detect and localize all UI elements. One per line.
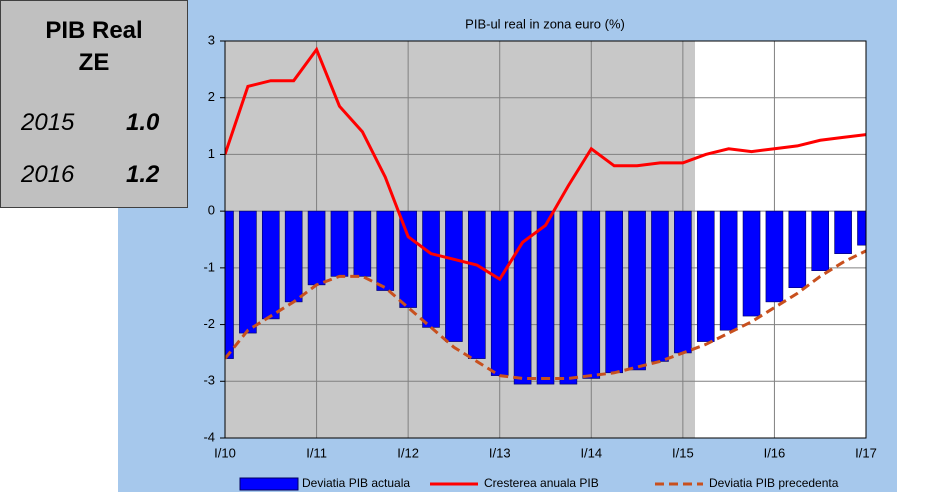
y-tick-label: -3 [203,373,215,388]
bar [857,210,866,246]
bar [225,210,234,359]
bar [490,210,509,376]
x-tick-label: I/15 [672,445,694,460]
y-tick-label: -2 [203,316,215,331]
legend-label: Cresterea anuala PIB [484,476,599,490]
bar [445,210,463,342]
x-tick-label: I/11 [306,445,327,460]
bar [765,210,784,303]
y-tick-label: 2 [208,89,215,104]
chart-title: PIB-ul real in zona euro (%) [465,16,625,31]
y-tick-label: 1 [208,146,215,161]
bar [536,210,555,385]
summary-value: 1.0 [126,109,160,136]
bar [719,210,738,331]
bar [376,210,395,291]
x-tick-label: I/12 [397,445,419,460]
bar [513,210,532,385]
bar [307,210,326,286]
bar [582,210,601,379]
bar [468,210,486,359]
summary-year: 2016 [21,161,75,188]
x-tick-label: I/16 [764,445,786,460]
y-tick-label: -4 [203,429,215,444]
line [225,249,866,380]
bar [674,210,692,354]
summary-title: ZE [78,49,110,76]
summary-value: 1.2 [126,161,160,188]
summary-box: PIB Real ZE 2015 1.0 2016 1.2 [0,0,188,208]
x-tick-label: I/17 [855,445,877,460]
summary-year: 2015 [21,109,75,136]
bar [628,210,646,371]
bar [353,210,372,277]
plot-frame [224,40,867,439]
bar [651,210,669,362]
y-tick-label: 0 [208,203,215,218]
legend-swatch [239,477,299,491]
bar [399,210,417,308]
x-tick-label: I/14 [580,445,602,460]
bar [422,210,440,328]
bar [239,210,257,334]
bar [261,210,280,320]
bar [605,210,623,374]
summary-title: PIB Real [45,17,143,44]
y-tick-label: 3 [208,32,215,47]
bar [559,210,578,385]
bar [788,210,807,289]
bar [284,210,303,303]
bar [696,210,715,342]
legend-label: Deviatia PIB actuala [302,476,410,490]
line [225,46,866,282]
y-tick-label: -1 [203,259,215,274]
bar [330,210,349,277]
bar [834,210,852,254]
x-tick-label: I/10 [214,445,236,460]
bar [811,210,830,271]
x-tick-label: I/13 [489,445,511,460]
bar [742,210,761,317]
legend-label: Deviatia PIB precedenta [709,476,839,490]
